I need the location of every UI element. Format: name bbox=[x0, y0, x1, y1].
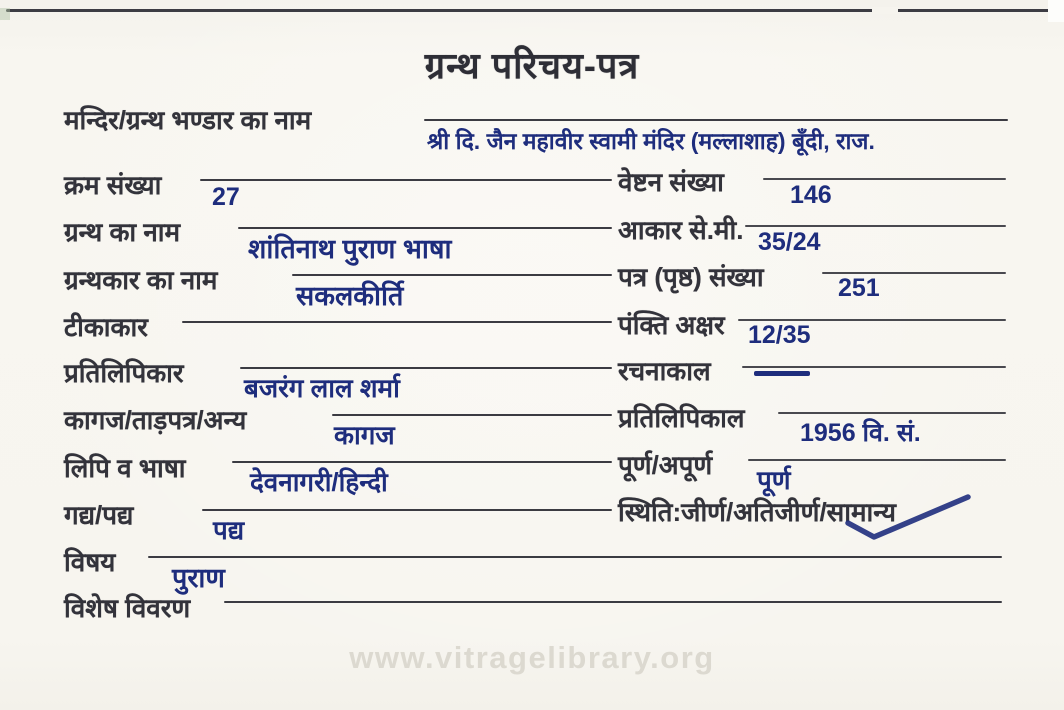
field-line-complete-incomplete bbox=[748, 459, 1006, 461]
field-line-special-details bbox=[224, 601, 1002, 603]
field-value-copy-date: 1956 वि. सं. bbox=[800, 419, 921, 447]
field-label-size-cm: आकार से.मी. bbox=[618, 215, 744, 245]
field-line-copy-date bbox=[778, 412, 1006, 414]
field-value-copyist: बजरंग लाल शर्मा bbox=[244, 373, 400, 403]
field-label-composition-date: रचनाकाल bbox=[618, 356, 711, 386]
field-value-serial-number: 27 bbox=[212, 183, 240, 211]
field-label-bhandar-name: मन्दिर/ग्रन्थ भण्डार का नाम bbox=[64, 105, 312, 135]
field-value-bhandar-name: श्री दि. जैन महावीर स्वामी मंदिर (मल्लाश… bbox=[427, 128, 875, 154]
field-label-copyist: प्रतिलिपिकार bbox=[64, 358, 184, 388]
field-line-author-name bbox=[292, 274, 612, 276]
field-line-copyist bbox=[240, 367, 612, 369]
field-label-copy-date: प्रतिलिपिकाल bbox=[618, 403, 745, 433]
field-value-bundle-number: 146 bbox=[790, 181, 832, 209]
field-label-granth-name: ग्रन्थ का नाम bbox=[64, 217, 181, 247]
field-value-size-cm: 35/24 bbox=[758, 228, 821, 256]
field-label-author-name: ग्रन्थकार का नाम bbox=[64, 265, 218, 295]
scan-corner-chip bbox=[1048, 0, 1064, 22]
scan-artifact bbox=[0, 8, 10, 20]
watermark-text: www.vitragelibrary.org bbox=[349, 640, 715, 675]
field-line-bhandar-name bbox=[424, 119, 1008, 121]
field-line-commentator bbox=[182, 321, 612, 323]
field-line-granth-name bbox=[238, 227, 612, 229]
field-label-commentator: टीकाकार bbox=[64, 312, 148, 342]
field-line-page-count bbox=[822, 272, 1006, 274]
scan-edge-line bbox=[6, 9, 1058, 12]
field-value-lines-letters: 12/35 bbox=[748, 321, 811, 349]
field-value-complete-incomplete: पूर्ण bbox=[757, 465, 791, 495]
field-value-script-language: देवनागरी/हिन्दी bbox=[250, 467, 388, 497]
field-label-serial-number: क्रम संख्या bbox=[64, 170, 162, 200]
field-line-serial-number bbox=[200, 179, 612, 181]
field-line-material bbox=[332, 414, 612, 416]
field-value-composition-date-dash bbox=[754, 371, 810, 376]
field-line-prose-verse bbox=[202, 509, 612, 511]
field-line-subject bbox=[148, 556, 1002, 558]
field-line-size-cm bbox=[745, 225, 1006, 227]
field-value-author-name: सकलकीर्ति bbox=[296, 281, 404, 311]
field-label-lines-letters: पंक्ति अक्षर bbox=[618, 310, 725, 340]
field-line-bundle-number bbox=[763, 178, 1006, 180]
field-label-material: कागज/ताड़पत्र/अन्य bbox=[64, 405, 247, 435]
field-value-page-count: 251 bbox=[838, 274, 880, 302]
field-line-composition-date bbox=[742, 366, 1006, 368]
field-line-lines-letters bbox=[738, 319, 1006, 321]
form-title: ग्रन्थ परिचय-पत्र bbox=[424, 45, 640, 86]
field-line-script-language bbox=[232, 461, 612, 463]
field-value-granth-name: शांतिनाथ पुराण भाषा bbox=[248, 234, 452, 264]
field-label-complete-incomplete: पूर्ण/अपूर्ण bbox=[618, 450, 713, 480]
field-label-page-count: पत्र (पृष्ठ) संख्या bbox=[618, 262, 764, 292]
field-label-prose-verse: गद्य/पद्य bbox=[64, 500, 134, 530]
field-value-material: कागज bbox=[334, 420, 395, 450]
field-label-bundle-number: वेष्टन संख्या bbox=[618, 167, 724, 197]
field-value-subject: पुराण bbox=[172, 563, 225, 593]
field-label-special-details: विशेष विवरण bbox=[64, 593, 191, 623]
field-label-script-language: लिपि व भाषा bbox=[64, 453, 186, 483]
field-label-condition: स्थिति:जीर्ण/अतिजीर्ण/सामान्य bbox=[618, 497, 897, 527]
field-value-prose-verse: पद्य bbox=[213, 515, 245, 545]
scan-edge-gap bbox=[872, 7, 898, 14]
field-label-subject: विषय bbox=[64, 547, 116, 577]
